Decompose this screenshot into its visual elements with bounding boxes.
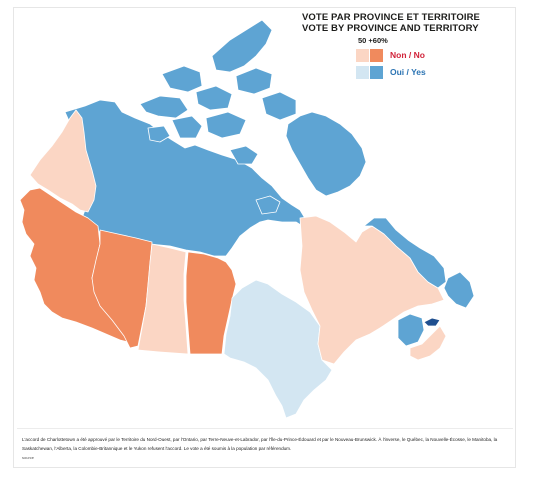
arctic-island-9	[147, 125, 171, 143]
southampton-island	[255, 195, 281, 215]
region-yukon	[29, 109, 97, 213]
region-northwest-territories	[64, 19, 367, 257]
region-alberta	[91, 229, 153, 349]
arctic-island-6	[261, 91, 297, 121]
region-new-brunswick	[397, 313, 425, 347]
region-ontario	[223, 279, 333, 419]
newfoundland-island	[443, 271, 475, 309]
legend-heading: 50 +60%	[358, 36, 388, 45]
arctic-island-8	[171, 115, 203, 139]
arctic-island-5	[235, 67, 273, 95]
source-text: source	[22, 455, 35, 460]
legend-row-yes: Oui / Yes	[356, 65, 506, 79]
caption-text: L'accord de Charlottetown a été approuvé…	[22, 437, 498, 451]
region-quebec	[299, 215, 445, 365]
region-saskatchewan	[137, 243, 189, 355]
caption-divider	[17, 428, 513, 429]
legend-swatch-no-dark	[370, 48, 383, 62]
legend-label-no: Non / No	[390, 50, 425, 60]
legend: 50 +60% Non / No Oui / Yes	[356, 36, 506, 82]
arctic-island-7	[205, 111, 247, 139]
legend-swatch-no-light	[356, 48, 369, 62]
legend-swatch-yes-light	[356, 65, 369, 79]
baffin-island	[285, 111, 367, 197]
legend-row-no: Non / No	[356, 48, 506, 62]
map-svg	[19, 19, 475, 419]
region-nova-scotia	[409, 325, 447, 361]
region-manitoba	[185, 251, 237, 355]
map-title: VOTE PAR PROVINCE ET TERRITOIRE VOTE BY …	[302, 12, 492, 34]
legend-swatch-yes-dark	[370, 65, 383, 79]
arctic-island-2	[161, 65, 203, 93]
arctic-island-3	[195, 85, 233, 111]
title-french: VOTE PAR PROVINCE ET TERRITOIRE	[302, 12, 480, 23]
region-prince-edward-island	[423, 317, 441, 327]
region-newfoundland-and-labrador	[363, 217, 475, 309]
title-english: VOTE BY PROVINCE AND TERRITORY	[302, 23, 479, 34]
arctic-island-4	[211, 19, 273, 73]
canada-map: VOTE PAR PROVINCE ET TERRITOIRE VOTE BY …	[19, 12, 506, 419]
arctic-island-1	[139, 95, 189, 119]
arctic-island-10	[229, 145, 259, 165]
legend-label-yes: Oui / Yes	[390, 67, 426, 77]
